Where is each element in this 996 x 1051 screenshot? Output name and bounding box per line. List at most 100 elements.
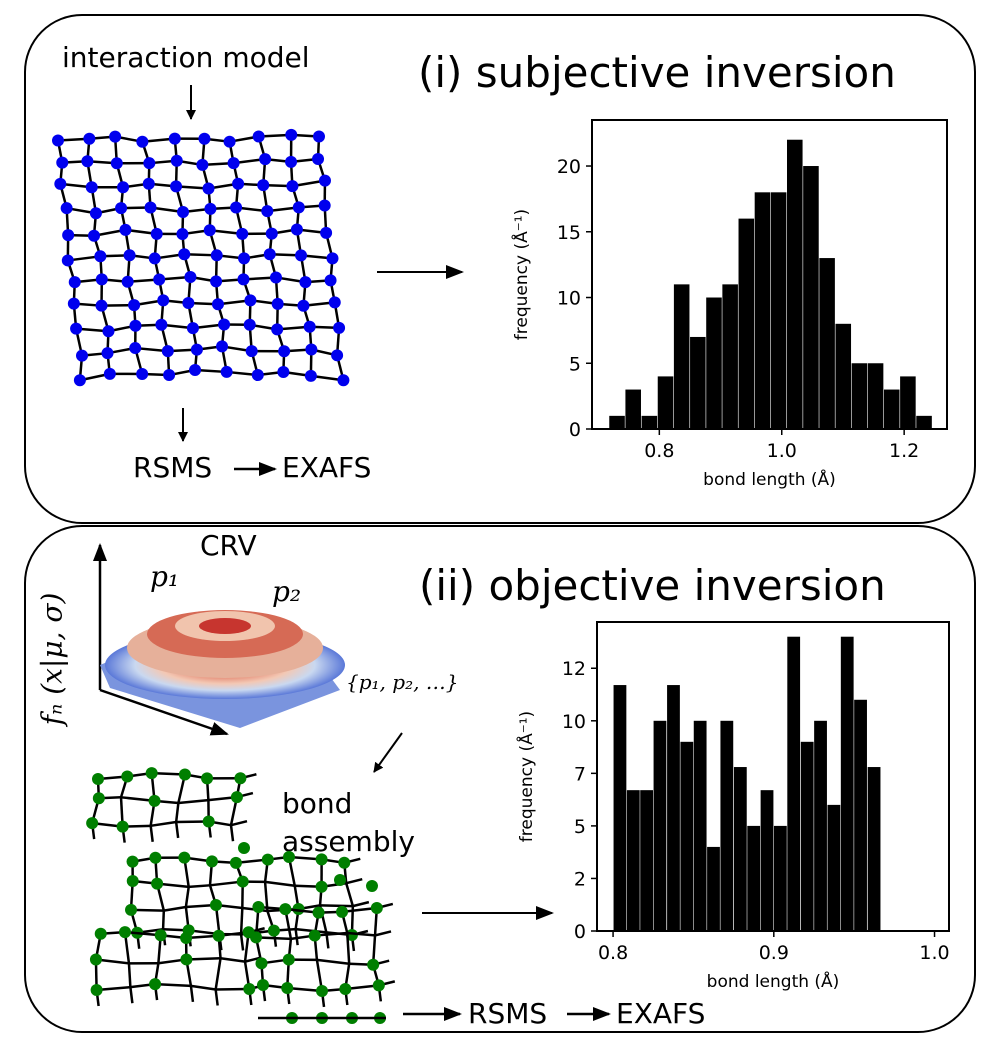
bond-node — [243, 983, 256, 996]
lattice-node — [211, 298, 224, 311]
histogram-bar — [773, 825, 787, 931]
lattice-node — [148, 252, 161, 265]
lattice-node — [277, 366, 290, 379]
histogram-bar — [840, 636, 854, 931]
lattice-node — [318, 199, 331, 212]
lattice-node — [95, 299, 108, 312]
lattice-node — [129, 342, 142, 355]
lattice-node — [102, 325, 115, 338]
lattice-node — [244, 294, 257, 307]
bond-node — [154, 929, 167, 942]
histogram-bar — [690, 336, 706, 429]
lattice-node — [216, 340, 229, 353]
y-tick-label: 10 — [557, 288, 581, 310]
histogram-bar — [722, 284, 738, 429]
lattice-node — [190, 343, 203, 356]
histogram-bar — [770, 192, 787, 429]
bond-node — [180, 953, 193, 966]
lattice-node — [304, 369, 317, 382]
bond-node — [338, 856, 351, 869]
histogram-bar — [867, 767, 881, 931]
lattice-node — [290, 223, 303, 236]
lattice-node — [70, 322, 83, 335]
lattice-node — [110, 157, 123, 170]
lattice-node — [52, 134, 64, 147]
histogram-bar — [706, 297, 722, 429]
lattice-node — [153, 273, 166, 286]
bond-node — [178, 768, 191, 781]
bond-node — [145, 767, 158, 780]
bond-node — [252, 901, 265, 914]
lattice-node — [218, 318, 231, 331]
lattice-node — [257, 179, 270, 192]
histogram-bar — [738, 218, 755, 429]
crv-surface — [93, 543, 345, 736]
lattice-node — [265, 227, 278, 240]
histogram-bar — [819, 258, 835, 429]
x-axis-label: bond length (Å) — [703, 468, 836, 490]
histogram-bar — [851, 363, 868, 429]
histogram-bar — [803, 166, 819, 429]
lattice-node — [286, 180, 299, 193]
histogram-bar — [609, 415, 625, 429]
bond-assembly-label-1: bond — [282, 787, 353, 820]
lattice-node — [238, 252, 251, 265]
histogram-bar — [787, 636, 801, 931]
plot-frame — [591, 119, 948, 430]
bond-node — [308, 929, 321, 942]
bond-node — [90, 983, 103, 996]
histogram-subjective: 0.8 1.0 1.2 0 5 10 15 20 bond length (Å) frequenc… — [510, 119, 948, 490]
histogram-bar — [720, 720, 734, 931]
bond-node — [125, 903, 138, 916]
bond-node — [234, 772, 247, 785]
lattice-node — [83, 132, 96, 145]
bond-node — [315, 853, 328, 866]
lattice-node — [176, 228, 189, 241]
lattice-node — [278, 345, 291, 358]
lattice-node — [136, 135, 149, 148]
bond-node — [256, 979, 269, 992]
y-tick-label: 15 — [557, 222, 581, 244]
x-tick-label: 1.0 — [767, 440, 797, 462]
blue-lattice — [52, 128, 350, 387]
lattice-node — [285, 155, 298, 168]
bond-node — [283, 851, 296, 864]
y-tick-label: 5 — [574, 816, 586, 838]
lattice-node — [203, 224, 216, 237]
lattice-node — [297, 299, 310, 312]
lattice-node — [103, 367, 116, 380]
x-axis-label: bond length (Å) — [707, 970, 840, 992]
bond-node — [180, 931, 193, 944]
lattice-node — [295, 249, 308, 262]
bond-node — [205, 855, 218, 868]
lattice-node — [119, 223, 132, 236]
histogram-bar — [626, 790, 640, 931]
lattice-node — [236, 227, 249, 240]
bond-node — [126, 855, 139, 868]
parameter-set-label: {p₁, p₂, …} — [346, 670, 459, 694]
lattice-node — [61, 254, 74, 267]
histogram-bar — [814, 720, 827, 931]
lattice-node — [144, 201, 157, 214]
lattice-node — [88, 229, 101, 242]
panel-ii-title: (ii) objective inversion — [419, 561, 886, 610]
bond-node — [279, 903, 292, 916]
lattice-node — [161, 345, 174, 358]
panel-subjective-inversion — [24, 14, 976, 524]
y-tick-label: 10 — [562, 711, 586, 733]
histogram-bar — [613, 685, 627, 931]
histogram-bar — [800, 741, 814, 931]
param-to-assembly-arrow — [373, 732, 403, 773]
lattice-node — [115, 202, 128, 215]
lattice-node — [243, 318, 256, 331]
plot-frame — [596, 621, 950, 932]
lattice-node — [312, 130, 325, 143]
lattice-node — [331, 349, 344, 362]
lattice-node — [67, 297, 80, 310]
histogram-objective: 0.8 0.9 1.0 0 2 5 7 10 12 bond length (Å) frequenc… — [515, 621, 950, 992]
lattice-node — [299, 276, 312, 289]
lattice-node — [202, 182, 215, 195]
lattice-node — [76, 349, 89, 362]
lattice-node — [163, 369, 176, 382]
histogram-bar — [640, 790, 654, 931]
